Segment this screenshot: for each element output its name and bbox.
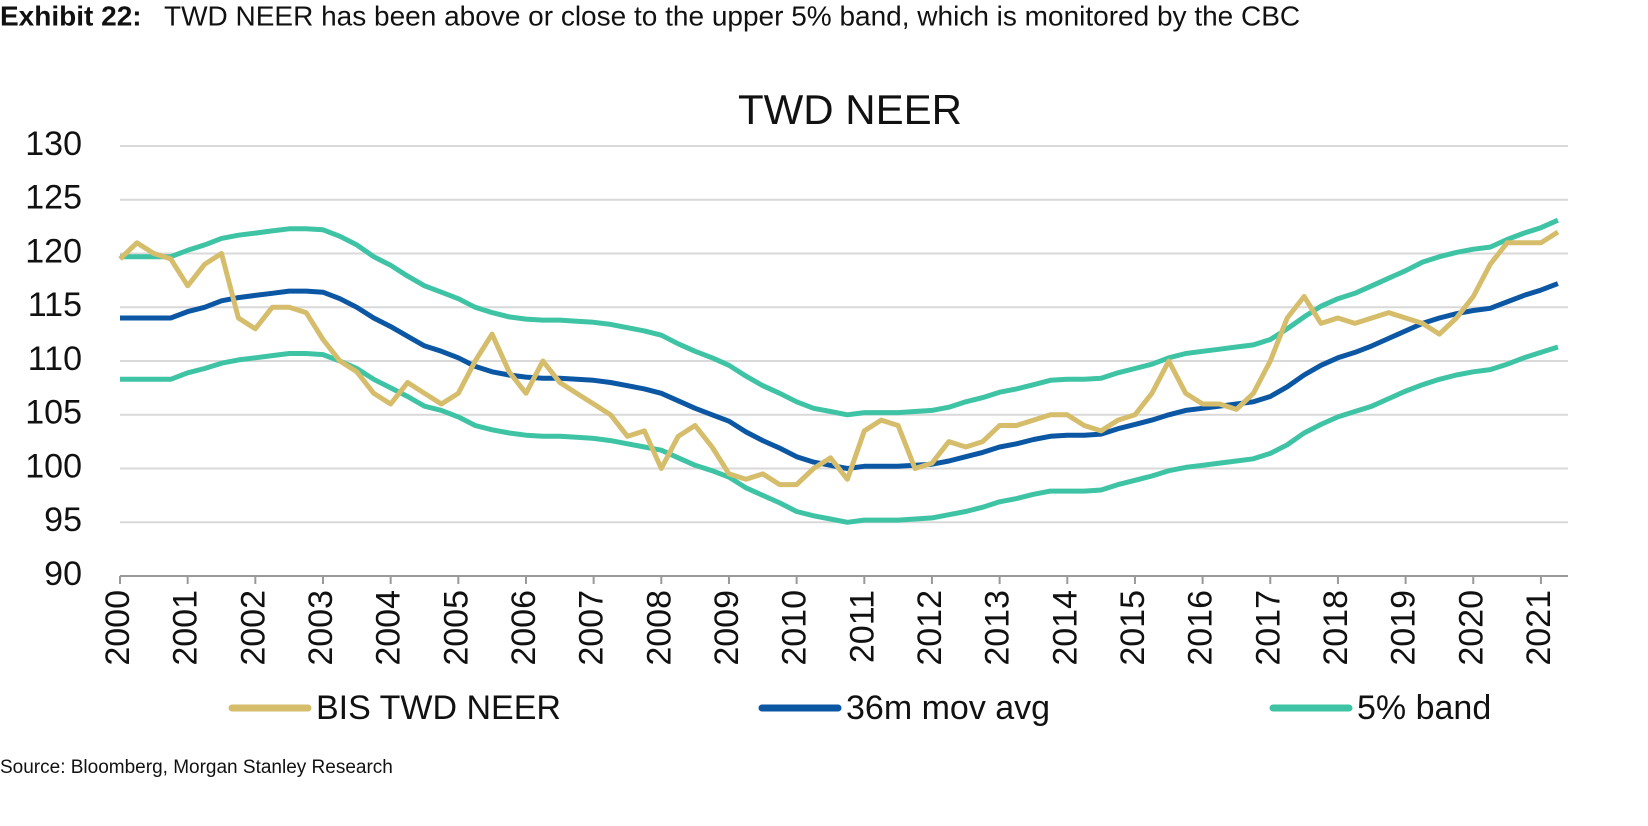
x-tick-label: 2019 (1385, 590, 1423, 666)
x-tick-label: 2012 (911, 590, 949, 666)
y-tick-label: 95 (44, 501, 82, 539)
x-tick-label: 2002 (234, 590, 272, 666)
y-tick-label: 90 (44, 555, 82, 593)
series-line (120, 281, 1559, 471)
y-tick-label: 130 (25, 125, 82, 163)
x-tick-label: 2000 (99, 590, 137, 666)
legend-label: 36m mov avg (846, 689, 1050, 727)
exhibit-heading: TWD NEER has been above or close to the … (164, 0, 1300, 31)
x-tick-label: 2003 (302, 590, 340, 666)
x-tick-label: 2020 (1452, 590, 1490, 666)
x-tick-label: 2008 (640, 590, 678, 666)
plot: 90 95 100 105 110 115 120 125 130 2000 2001 2002 200… (25, 125, 1568, 727)
series-line (120, 217, 1559, 418)
x-tick-label: 2010 (776, 590, 814, 666)
x-tick-label: 2017 (1249, 590, 1287, 666)
legend-label: BIS TWD NEER (316, 689, 561, 727)
x-tick-label: 2015 (1114, 590, 1152, 666)
x-tick-label: 2013 (979, 590, 1017, 666)
x-tick-label: 2018 (1317, 590, 1355, 666)
x-tick-label: 2001 (167, 590, 205, 666)
x-tick-label: 2005 (437, 590, 475, 666)
x-tick-label: 2004 (370, 590, 408, 666)
x-tick-label: 2014 (1046, 590, 1084, 666)
x-tick-label: 2006 (505, 590, 543, 666)
y-tick-label: 125 (25, 179, 82, 217)
y-tick-label: 100 (25, 447, 82, 485)
x-tick-label: 2016 (1182, 590, 1220, 666)
y-tick-label: 110 (28, 340, 82, 378)
x-tick-label: 2011 (843, 590, 881, 663)
y-tick-label: 105 (25, 394, 82, 432)
x-tick-label: 2021 (1520, 590, 1558, 666)
band-line (120, 344, 1559, 525)
x-tick-label: 2007 (573, 590, 611, 666)
y-tick-label: 115 (28, 286, 82, 324)
source: Source: Bloomberg, Morgan Stanley Resear… (0, 757, 393, 778)
y-tick-label: 120 (25, 232, 82, 270)
x-tick-label: 2009 (708, 590, 746, 666)
exhibit-label: Exhibit 22: (0, 0, 142, 31)
chart-title: TWD NEER (738, 86, 962, 133)
series-line (118, 229, 1560, 488)
legend-label: 5% band (1357, 689, 1491, 727)
